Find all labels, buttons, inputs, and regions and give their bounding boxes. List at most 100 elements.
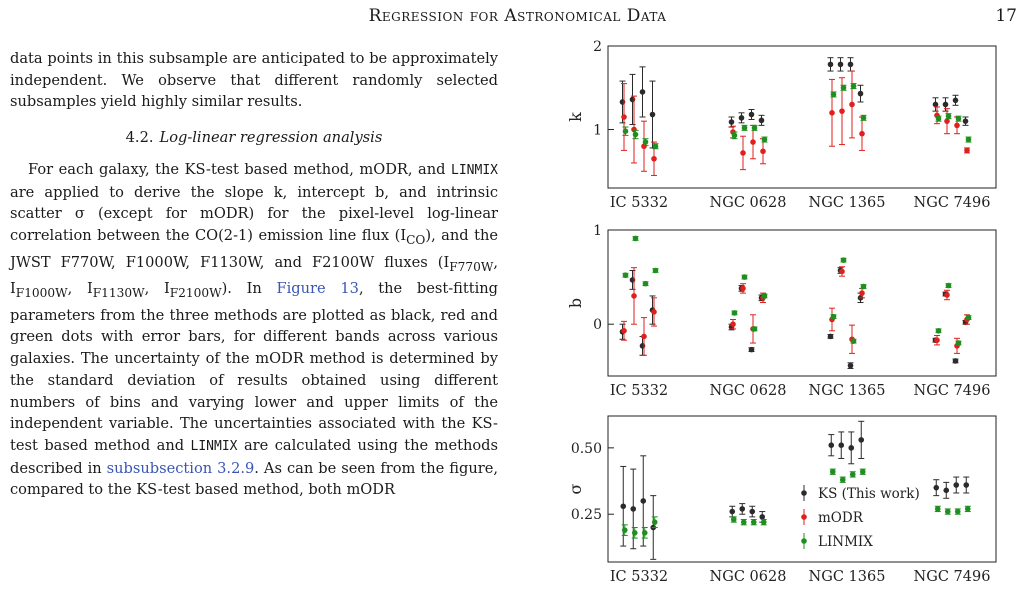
legend-label-0: KS (This work) bbox=[818, 486, 920, 502]
paragraph-regression: For each galaxy, the KS-test based metho… bbox=[10, 159, 498, 501]
data-point-1-2-10 bbox=[850, 338, 857, 344]
data-point-0-1-3 bbox=[651, 155, 657, 162]
data-point-2-1-2 bbox=[641, 530, 648, 536]
data-point-2-1-10 bbox=[849, 471, 856, 478]
data-point-2-0-9 bbox=[838, 442, 845, 449]
data-point-2-1-14 bbox=[954, 508, 961, 515]
data-point-0-0-4 bbox=[728, 119, 735, 125]
section-heading: 4.2. Log-linear regression analysis bbox=[10, 127, 498, 149]
data-point-0-0-9 bbox=[837, 61, 844, 68]
paragraph-continued: data points in this subsample are antici… bbox=[10, 50, 498, 111]
data-point-0-2-9 bbox=[840, 84, 847, 91]
data-point-0-2-1 bbox=[632, 131, 639, 138]
data-point-2-0-6 bbox=[749, 508, 756, 515]
data-point-0-0-6 bbox=[748, 111, 755, 118]
p2-e: , the best-fitting parameters from the t… bbox=[10, 280, 499, 454]
data-point-0-2-3 bbox=[652, 143, 659, 150]
category-label-0-1: NGC 0628 bbox=[710, 195, 787, 211]
running-title: Regression for Astronomical Data bbox=[368, 6, 667, 26]
data-point-0-1-8 bbox=[829, 110, 835, 116]
data-point-0-2-15 bbox=[965, 136, 972, 143]
sub-1000: F1000W bbox=[15, 286, 68, 301]
data-point-0-0-3 bbox=[649, 111, 656, 118]
data-point-2-1-11 bbox=[859, 468, 866, 475]
data-point-0-1-15 bbox=[964, 147, 970, 154]
page-number: 17 bbox=[995, 6, 1017, 26]
p2-c: ), and the JWST F770W, F1000W, F1130W, a… bbox=[10, 226, 499, 271]
data-point-1-1-13 bbox=[944, 292, 950, 298]
data-point-0-1-11 bbox=[859, 130, 865, 137]
data-point-0-0-14 bbox=[952, 97, 959, 104]
data-point-1-0-6 bbox=[748, 346, 755, 353]
p2-d: ). In bbox=[221, 280, 277, 298]
category-label-2-1: NGC 0628 bbox=[710, 569, 787, 585]
panel-frame-1 bbox=[607, 229, 997, 377]
data-point-1-2-3 bbox=[652, 267, 659, 274]
ytick-label-0-0: 1 bbox=[593, 123, 602, 139]
category-label-1-3: NGC 7496 bbox=[914, 383, 991, 399]
data-point-2-1-5 bbox=[740, 519, 747, 525]
figure-13-link[interactable]: Figure 13 bbox=[276, 280, 359, 298]
data-point-0-0-8 bbox=[827, 61, 834, 68]
data-point-1-1-3 bbox=[651, 309, 657, 315]
data-point-0-0-13 bbox=[942, 101, 949, 108]
data-point-2-0-14 bbox=[953, 482, 960, 488]
data-point-1-1-0 bbox=[621, 327, 627, 334]
sub-1130: F1130W bbox=[92, 286, 145, 301]
ytick-label-0-1: 2 bbox=[593, 39, 602, 55]
p2-a: For each galaxy, the KS-test based metho… bbox=[28, 160, 452, 178]
data-point-1-1-5 bbox=[740, 285, 746, 292]
figure-13: 1 2 k IC 5332 NGC 0628 NGC 1365 NGC 7496 0 1 b IC … bbox=[556, 36, 1035, 598]
data-point-0-2-2 bbox=[642, 139, 649, 145]
data-point-0-1-5 bbox=[740, 150, 746, 156]
data-point-0-2-4 bbox=[731, 132, 738, 139]
data-point-2-1-7 bbox=[760, 519, 767, 525]
category-label-0-0: IC 5332 bbox=[610, 195, 668, 211]
category-label-2-0: IC 5332 bbox=[610, 569, 668, 585]
data-point-1-2-7 bbox=[761, 293, 768, 299]
data-point-1-1-1 bbox=[631, 293, 637, 299]
category-label-2-3: NGC 7496 bbox=[914, 569, 991, 585]
data-point-2-0-2 bbox=[640, 498, 647, 504]
data-point-2-0-15 bbox=[963, 482, 970, 488]
data-point-2-0-8 bbox=[828, 442, 835, 449]
data-point-0-2-14 bbox=[955, 115, 962, 122]
data-point-0-0-2 bbox=[639, 89, 646, 95]
subsubsection-link[interactable]: subsubsection 3.2.9 bbox=[106, 459, 255, 477]
data-point-1-1-11 bbox=[859, 290, 865, 296]
sub-co: CO bbox=[406, 232, 426, 247]
ytick-label-2-1: 0.50 bbox=[571, 441, 602, 457]
data-point-2-0-10 bbox=[848, 445, 855, 451]
p2-g: . As can be seen from the figure, compar… bbox=[10, 459, 499, 499]
data-point-1-2-12 bbox=[935, 327, 942, 334]
ytick-label-1-0: 0 bbox=[593, 317, 602, 333]
running-head: Regression for Astronomical Data 17 bbox=[0, 6, 1035, 30]
data-point-0-0-12 bbox=[932, 101, 939, 108]
panel-frame-0 bbox=[607, 45, 997, 189]
data-point-2-1-3 bbox=[651, 519, 658, 525]
section-number: 4.2. bbox=[125, 129, 154, 147]
data-point-2-1-0 bbox=[621, 527, 628, 533]
data-point-2-0-4 bbox=[729, 508, 736, 515]
data-point-0-2-5 bbox=[741, 125, 748, 131]
data-point-1-1-4 bbox=[730, 321, 736, 327]
data-point-1-0-10 bbox=[847, 362, 854, 369]
data-point-0-1-14 bbox=[954, 122, 960, 129]
legend-label-1: mODR bbox=[818, 510, 864, 526]
category-label-0-2: NGC 1365 bbox=[809, 195, 886, 211]
data-point-1-1-12 bbox=[934, 337, 940, 344]
data-point-1-2-9 bbox=[840, 257, 847, 263]
data-point-2-0-5 bbox=[739, 506, 746, 512]
data-point-0-0-7 bbox=[758, 117, 765, 124]
data-point-2-0-11 bbox=[858, 437, 865, 443]
data-point-2-1-8 bbox=[829, 468, 836, 475]
data-point-0-0-5 bbox=[738, 115, 745, 121]
data-point-1-2-15 bbox=[965, 314, 972, 321]
data-point-0-1-9 bbox=[839, 108, 845, 114]
data-point-1-2-13 bbox=[945, 282, 952, 289]
data-point-0-2-10 bbox=[850, 83, 857, 89]
data-point-0-2-8 bbox=[830, 91, 837, 98]
data-point-1-1-9 bbox=[839, 268, 845, 275]
data-point-0-2-13 bbox=[945, 113, 952, 119]
data-point-0-2-12 bbox=[935, 115, 942, 122]
